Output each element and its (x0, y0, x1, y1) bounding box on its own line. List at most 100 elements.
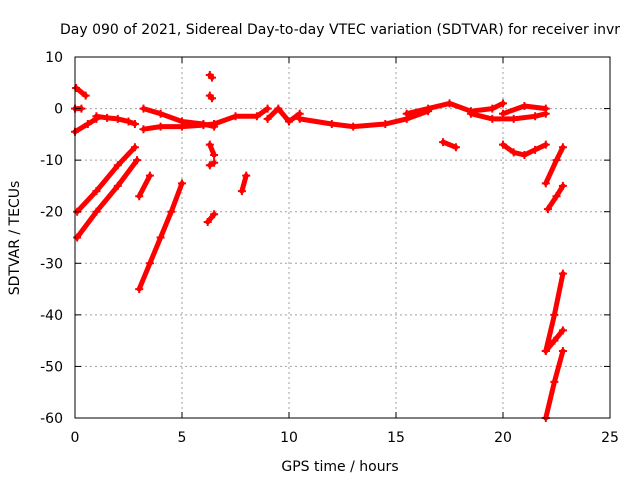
data-point-marker (445, 99, 454, 108)
x-tick-label: 0 (71, 430, 80, 446)
data-series-arc-11 (205, 71, 216, 82)
data-series-arc-18 (263, 104, 304, 126)
data-series-arc-21 (439, 138, 460, 152)
data-series-arc-24 (499, 140, 550, 159)
data-series-arc-6 (73, 156, 142, 242)
data-point-marker (113, 161, 122, 170)
data-point-marker (252, 112, 261, 121)
data-point-marker (552, 192, 561, 201)
data-point-marker (207, 94, 216, 103)
series-line (545, 183, 566, 212)
data-point-marker (531, 145, 540, 154)
data-point-marker (231, 112, 240, 121)
data-point-marker (156, 109, 165, 118)
data-point-marker (139, 125, 148, 134)
data-series-arc-5 (73, 143, 139, 216)
x-tick-label: 5 (178, 430, 187, 446)
series-line (72, 116, 99, 135)
data-series-arc-17 (210, 104, 272, 129)
x-tick-label: 15 (387, 430, 405, 446)
data-point-marker (541, 179, 550, 188)
data-point-marker (130, 120, 139, 129)
data-point-marker (92, 112, 101, 121)
data-point-marker (520, 101, 529, 110)
series-layer (71, 71, 567, 422)
y-axis-label: SDTVAR / TECUs (7, 181, 23, 296)
series-line (543, 144, 566, 186)
data-point-marker (543, 205, 552, 214)
data-point-marker (199, 121, 208, 130)
data-point-marker (509, 114, 518, 123)
data-point-marker (263, 114, 272, 123)
data-point-marker (552, 156, 561, 165)
data-series-arc-4 (92, 112, 139, 129)
data-point-marker (73, 233, 82, 242)
data-point-marker (558, 326, 567, 335)
series-line (74, 144, 138, 215)
data-series-arc-13 (205, 140, 219, 159)
data-point-marker (103, 113, 112, 122)
data-point-marker (541, 346, 550, 355)
data-series-arc-8 (135, 179, 186, 294)
y-tick-label: 0 (54, 102, 63, 118)
data-point-marker (113, 181, 122, 190)
data-point-marker (499, 99, 507, 108)
data-series-arc-16 (237, 171, 251, 196)
data-point-marker (466, 109, 475, 118)
data-point-marker (83, 120, 92, 129)
data-point-marker (541, 140, 550, 149)
data-point-marker (558, 269, 567, 278)
chart-title: Day 090 of 2021, Sidereal Day-to-day VTE… (60, 22, 620, 38)
data-series-arc-7 (135, 171, 154, 201)
data-series-arc-28 (541, 326, 567, 355)
data-point-marker (550, 377, 559, 386)
data-point-marker (178, 122, 186, 131)
data-point-marker (210, 158, 219, 167)
data-series-arc-12 (205, 91, 216, 103)
series-line (73, 85, 89, 99)
y-tick-label: -30 (40, 256, 63, 272)
data-point-marker (295, 114, 304, 123)
data-series-arc-25 (541, 143, 567, 188)
plot-frame (74, 56, 611, 419)
x-tick-label: 25 (601, 430, 619, 446)
data-point-marker (210, 120, 219, 129)
data-point-marker (499, 140, 507, 149)
data-point-marker (451, 143, 460, 152)
data-point-marker (242, 171, 251, 180)
series-line (211, 106, 271, 127)
data-point-marker (92, 207, 101, 216)
data-point-marker (145, 259, 154, 268)
data-point-marker (178, 179, 186, 188)
data-point-marker (124, 117, 133, 126)
data-point-marker (541, 104, 550, 113)
data-point-marker (509, 148, 518, 157)
data-point-marker (72, 83, 81, 92)
data-point-marker (139, 104, 148, 113)
data-point-marker (203, 218, 212, 227)
data-point-marker (488, 104, 497, 113)
data-series-arc-2 (72, 83, 90, 100)
data-point-marker (167, 207, 176, 216)
data-point-marker (92, 187, 101, 196)
data-point-marker (550, 336, 559, 345)
data-series-arc-29 (541, 346, 567, 422)
data-point-marker (439, 138, 448, 147)
y-tick-label: -20 (40, 205, 63, 221)
data-point-marker (130, 143, 139, 152)
data-series-arc-26 (543, 181, 567, 214)
data-point-marker (135, 192, 144, 201)
tick-layer: 10 0 -10 -20 -30 -40 -50 -60 0 5 10 15 20 25 (40, 50, 619, 446)
series-line (205, 211, 217, 225)
data-point-marker (205, 140, 214, 149)
data-series-arc-27 (541, 269, 567, 355)
series-line (136, 173, 153, 199)
data-point-marker (381, 120, 390, 129)
y-tick-label: -50 (40, 359, 63, 375)
data-point-marker (558, 346, 567, 355)
y-tick-label: -40 (40, 308, 63, 324)
data-point-marker (113, 114, 122, 123)
x-tick-label: 10 (280, 430, 298, 446)
data-point-marker (520, 150, 529, 159)
data-point-marker (156, 233, 165, 242)
